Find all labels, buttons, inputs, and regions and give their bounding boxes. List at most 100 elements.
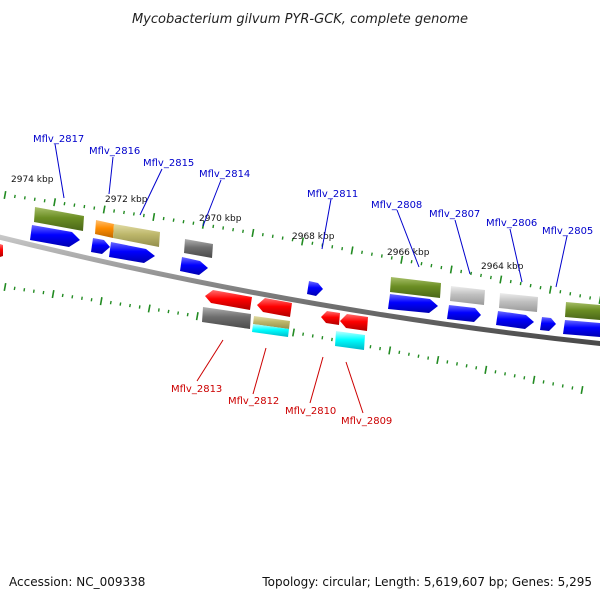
minor-tick	[33, 197, 36, 202]
minor-tick	[93, 206, 96, 210]
major-tick	[51, 289, 55, 299]
cds-arrow	[540, 317, 556, 331]
major-tick	[400, 255, 404, 264]
gene-label: Mflv_2817	[33, 134, 84, 145]
leader-line	[309, 356, 324, 404]
minor-tick	[331, 245, 334, 249]
minor-tick	[123, 210, 125, 215]
leader-line	[321, 198, 332, 250]
minor-tick	[410, 259, 413, 264]
minor-tick	[559, 290, 562, 294]
minor-tick	[42, 290, 45, 295]
cds-arrow	[180, 257, 208, 275]
minor-tick	[271, 234, 274, 239]
feature-box	[184, 239, 213, 258]
minor-tick	[420, 261, 423, 266]
minor-tick	[480, 273, 482, 278]
minor-tick	[212, 224, 215, 229]
minor-tick	[331, 337, 333, 342]
tick-label-2970: 2970 kbp	[199, 214, 242, 224]
gene-label: Mflv_2812	[228, 396, 279, 407]
major-tick	[3, 190, 7, 200]
major-tick	[499, 275, 503, 284]
minor-tick	[162, 216, 165, 221]
minor-tick	[561, 384, 564, 388]
minor-tick	[369, 345, 372, 349]
minor-tick	[539, 285, 542, 290]
cds-arrow	[321, 311, 340, 325]
minor-tick	[470, 271, 473, 276]
minor-tick	[177, 311, 180, 315]
feature-box	[450, 286, 485, 305]
coordinate-labels: 2974 kbp 2972 kbp 2970 kbp 2968 kbp 2966…	[11, 175, 524, 272]
major-tick	[292, 328, 295, 337]
cds-track-forward	[30, 225, 600, 337]
gene-label: Mflv_2815	[143, 158, 194, 169]
cds-arrow	[0, 244, 3, 257]
minor-tick	[261, 232, 264, 237]
minor-tick	[182, 219, 185, 224]
minor-tick	[579, 294, 582, 298]
feature-box	[565, 302, 600, 320]
minor-tick	[90, 298, 93, 302]
feature-box	[252, 324, 289, 337]
cds-track-reverse	[0, 244, 368, 331]
gene-label: Mflv_2816	[89, 146, 140, 157]
minor-tick	[407, 352, 410, 356]
genome-backbone	[0, 234, 600, 346]
minor-tick	[440, 265, 443, 270]
minor-tick	[167, 309, 170, 314]
minor-tick	[109, 300, 112, 305]
feature-box	[113, 224, 160, 247]
minor-tick	[63, 201, 66, 206]
leader-line	[139, 168, 163, 216]
leader-line	[555, 235, 568, 288]
tick-label-2972: 2972 kbp	[105, 195, 148, 205]
leader-line	[196, 339, 224, 382]
minor-tick	[186, 312, 189, 317]
minor-tick	[341, 246, 344, 251]
minor-tick	[430, 263, 433, 268]
minor-tick	[311, 241, 314, 245]
leader-line	[509, 228, 523, 283]
minor-tick	[552, 382, 555, 386]
gene-label: Mflv_2805	[542, 226, 593, 237]
minor-tick	[73, 203, 76, 207]
map-title: Mycobacterium gilvum PYR-GCK, complete g…	[132, 12, 468, 27]
minor-tick	[71, 295, 74, 299]
minor-tick	[379, 346, 381, 351]
minor-tick	[446, 360, 449, 364]
minor-tick	[172, 218, 175, 222]
feature-box	[253, 316, 290, 329]
major-tick	[195, 312, 199, 321]
minor-tick	[132, 212, 135, 216]
major-tick	[152, 212, 156, 222]
major-tick	[301, 237, 304, 246]
minor-tick	[302, 332, 305, 336]
gene-labels-reverse: Mflv_2813 Mflv_2812 Mflv_2810 Mflv_2809	[171, 384, 392, 427]
minor-tick	[380, 254, 383, 258]
feature-box	[335, 331, 365, 350]
feature-track-outer-forward	[34, 207, 600, 320]
gene-label: Mflv_2811	[307, 189, 358, 200]
feature-box	[34, 207, 84, 231]
major-tick	[388, 346, 392, 355]
minor-tick	[569, 292, 572, 296]
topology-summary: Topology: circular; Length: 5,619,607 bp…	[261, 575, 592, 589]
leader-line	[396, 209, 420, 268]
tick-label-2974: 2974 kbp	[11, 175, 54, 185]
cds-arrow	[109, 242, 155, 263]
minor-tick	[192, 221, 195, 225]
cds-arrow	[91, 238, 110, 254]
minor-tick	[475, 366, 478, 370]
tick-label-2968: 2968 kbp	[292, 232, 335, 242]
minor-tick	[113, 209, 116, 213]
gene-labels-forward: Mflv_2817 Mflv_2816 Mflv_2815 Mflv_2814 …	[33, 134, 593, 237]
cds-arrow	[496, 311, 534, 329]
minor-tick	[142, 213, 145, 218]
gene-label: Mflv_2814	[199, 169, 250, 180]
minor-tick	[529, 283, 532, 288]
major-tick	[350, 246, 354, 255]
major-tick	[147, 304, 151, 313]
